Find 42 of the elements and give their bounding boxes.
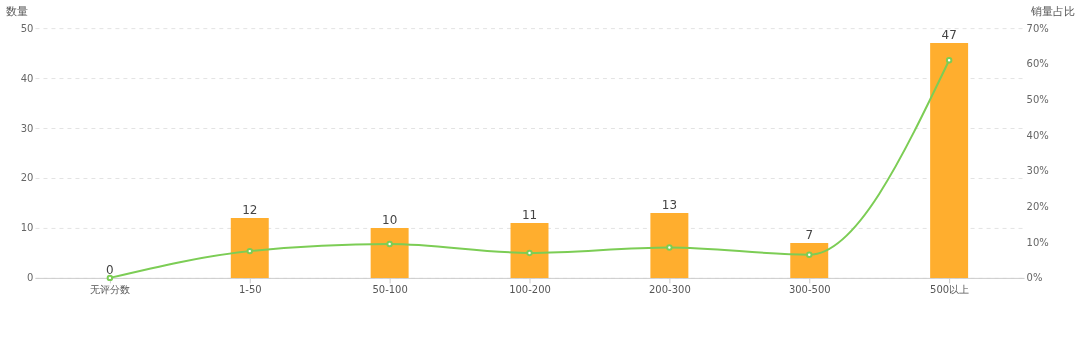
x-tick-label: 无评分数 — [90, 284, 131, 296]
bar — [790, 242, 829, 278]
point — [526, 249, 533, 257]
y-tick-label: 40 — [20, 72, 34, 84]
y-tick-label: 10 — [20, 222, 34, 234]
data-label: 47 — [941, 28, 957, 43]
point — [246, 247, 253, 255]
bar — [510, 222, 549, 278]
y-axis-title: 数量 — [5, 4, 28, 18]
x-tick-label: 500以上 — [930, 284, 970, 296]
point — [945, 57, 953, 64]
y2-tick-label: 40% — [1026, 129, 1049, 141]
data-label: 10 — [382, 212, 398, 227]
point — [666, 244, 673, 251]
y2-tick-label: 20% — [1026, 201, 1049, 213]
x-tick-label: 300-500 — [788, 284, 831, 296]
y2-tick-label: 0% — [1026, 272, 1043, 284]
x-tick-label: 50-100 — [372, 284, 408, 296]
point — [386, 240, 393, 248]
y-tick-label: 30 — [20, 122, 34, 134]
x-tick-label: 1-50 — [238, 284, 262, 296]
bar — [650, 212, 689, 278]
y2-tick-label: 30% — [1026, 165, 1049, 177]
y-tick-label: 20 — [20, 172, 34, 184]
y2-tick-label: 70% — [1026, 22, 1049, 34]
bar — [930, 43, 969, 278]
bar — [370, 227, 409, 278]
data-label: 12 — [242, 202, 258, 217]
data-label: 13 — [661, 197, 677, 212]
data-label: 0 — [106, 262, 114, 277]
bar — [230, 217, 269, 278]
y-tick-label: 50 — [20, 22, 34, 34]
y2-tick-label: 10% — [1026, 236, 1049, 248]
y-tick-label: 0 — [27, 272, 34, 284]
point — [806, 251, 813, 258]
y2-axis-title: 销量占比 — [1029, 4, 1075, 18]
data-label: 7 — [805, 227, 814, 242]
y2-tick-label: 50% — [1026, 93, 1049, 105]
data-label: 11 — [521, 207, 538, 222]
x-tick-label: 200-300 — [649, 284, 691, 296]
x-tick-label: 100-200 — [509, 284, 551, 296]
y2-tick-label: 60% — [1026, 58, 1049, 70]
